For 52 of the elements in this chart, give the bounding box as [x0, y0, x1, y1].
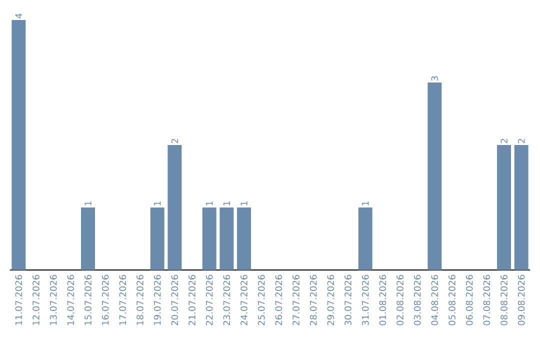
x-tick-label: 08.08.2026	[500, 274, 508, 326]
x-tick-label: 07.08.2026	[483, 274, 490, 326]
x-tick-label: 26.07.2026	[275, 274, 282, 326]
data-label: 2	[171, 138, 178, 144]
x-tick-label: 24.07.2026	[240, 274, 248, 326]
bar	[202, 208, 216, 270]
data-label: 1	[362, 201, 369, 206]
data-label: 1	[154, 201, 161, 206]
x-tick-label: 29.07.2026	[327, 274, 334, 326]
data-label: 1	[223, 201, 230, 206]
x-tick-label: 11.07.2026	[15, 274, 22, 325]
x-tick-label: 27.07.2026	[292, 274, 300, 326]
x-tick-label: 05.08.2026	[448, 274, 456, 326]
x-tick-label: 19.07.2026	[154, 274, 161, 325]
data-label: 1	[84, 201, 92, 206]
data-label: 1	[240, 201, 248, 206]
x-tick-label: 30.07.2026	[344, 274, 352, 326]
data-label: 4	[15, 14, 22, 18]
data-label: 3	[431, 76, 438, 81]
x-tick-label: 12.07.2026	[32, 274, 40, 325]
data-label: 2	[500, 138, 508, 144]
bar	[428, 82, 442, 270]
bar	[237, 208, 252, 270]
bar	[220, 208, 234, 270]
x-tick-label: 20.07.2026	[171, 274, 178, 326]
bar	[497, 144, 512, 270]
x-tick-label: 09.08.2026	[518, 274, 525, 326]
bar	[150, 208, 164, 270]
x-tick-label: 16.07.2026	[102, 274, 109, 325]
x-tick-label: 28.07.2026	[310, 274, 317, 326]
bar	[12, 20, 26, 270]
x-tick-label: 03.08.2026	[414, 274, 421, 326]
x-tick-label: 04.08.2026	[431, 274, 438, 326]
x-tick-label: 06.08.2026	[466, 274, 473, 326]
bar	[81, 208, 96, 270]
x-tick-label: 02.08.2026	[396, 274, 404, 326]
x-tick-label: 01.08.2026	[379, 274, 386, 326]
data-label: 1	[206, 201, 213, 206]
bar	[514, 144, 528, 270]
x-tick-label: 21.07.2026	[188, 274, 196, 326]
data-label: 2	[518, 138, 525, 144]
x-tick-label: 14.07.2026	[67, 274, 74, 325]
bar	[168, 144, 182, 270]
x-tick-label: 18.07.2026	[136, 274, 144, 325]
x-tick-label: 22.07.2026	[206, 274, 213, 326]
bar	[358, 208, 372, 270]
x-tick-label: 13.07.2026	[50, 274, 57, 325]
x-tick-label: 17.07.2026	[119, 274, 126, 325]
x-tick-label: 25.07.2026	[258, 274, 265, 326]
x-tick-label: 23.07.2026	[223, 274, 230, 326]
x-tick-label: 15.07.2026	[84, 274, 92, 325]
x-tick-label: 31.07.2026	[362, 274, 369, 326]
